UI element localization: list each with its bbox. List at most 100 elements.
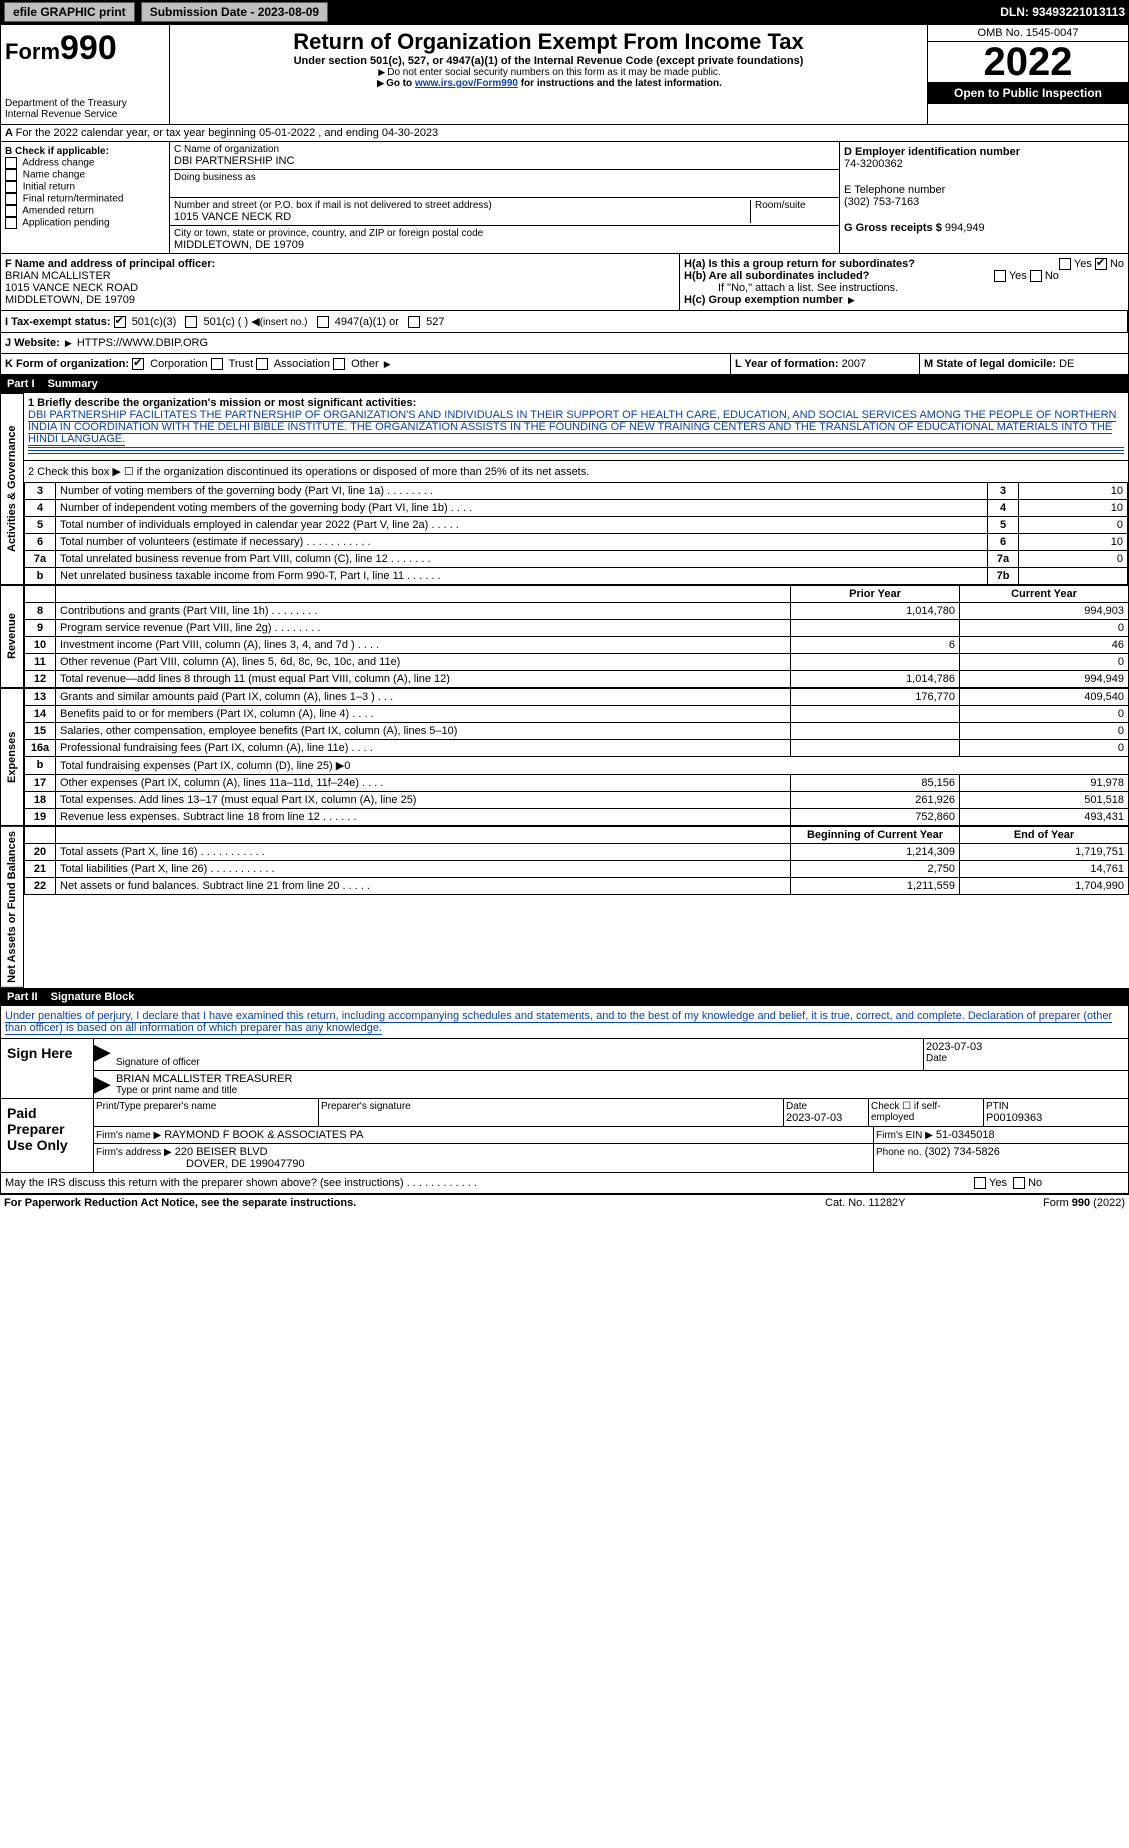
efile-topbar: efile GRAPHIC print Submission Date - 20… [0,0,1129,24]
side-expenses: Expenses [0,688,24,826]
sig-name-label: Type or print name and title [116,1085,1126,1096]
table-row: 20Total assets (Part X, line 16) . . . .… [25,844,1129,861]
box-b-item: Final return/terminated [5,193,165,205]
note-goto-prefix: Go to [386,78,415,89]
501c-checkbox[interactable] [185,316,197,328]
box-f-label: F Name and address of principal officer: [5,258,675,270]
part1-header: Part I Summary [0,375,1129,393]
note-ssn: Do not enter social security numbers on … [387,67,720,78]
submission-date: Submission Date - 2023-08-09 [141,2,328,22]
hb-label: H(b) Are all subordinates included? [684,270,869,282]
ptin: P00109363 [986,1112,1126,1124]
dept-treasury: Department of the Treasury [5,98,165,109]
part2-header: Part II Signature Block [0,988,1129,1006]
irs-link[interactable]: www.irs.gov/Form990 [415,78,518,89]
efile-label: efile GRAPHIC print [4,2,135,22]
4947-checkbox[interactable] [317,316,329,328]
expenses-table: 13Grants and similar amounts paid (Part … [24,688,1129,826]
irs-label: Internal Revenue Service [5,109,165,120]
sig-officer-label: Signature of officer [116,1057,921,1068]
table-row: 14Benefits paid to or for members (Part … [25,706,1129,723]
501c3-checkbox[interactable] [114,316,126,328]
ag-table: 3Number of voting members of the governi… [24,482,1128,585]
discuss-yes[interactable] [974,1177,986,1189]
tax-year: 2022 [928,42,1128,82]
table-row: 17Other expenses (Part IX, column (A), l… [25,775,1129,792]
box-j-label: J Website: [5,337,60,349]
table-row: 12Total revenue—add lines 8 through 11 (… [25,671,1129,688]
side-revenue: Revenue [0,585,24,688]
hb-no-checkbox[interactable] [1030,270,1042,282]
signature-block: Sign Here ▶ Signature of officer 2023-07… [0,1038,1129,1194]
hb-note: If "No," attach a list. See instructions… [684,282,1124,294]
table-row: 4Number of independent voting members of… [25,500,1128,517]
table-row: 15Salaries, other compensation, employee… [25,723,1129,740]
table-row: 13Grants and similar amounts paid (Part … [25,689,1129,706]
prep-date: 2023-07-03 [786,1112,866,1124]
box-b-item: Amended return [5,205,165,217]
officer-street: 1015 VANCE NECK ROAD [5,282,675,294]
table-row: 19Revenue less expenses. Subtract line 1… [25,809,1129,826]
page-footer: For Paperwork Reduction Act Notice, see … [0,1194,1129,1211]
room-label: Room/suite [755,200,835,211]
street-label: Number and street (or P.O. box if mail i… [174,200,750,211]
netassets-table: Beginning of Current YearEnd of Year 20T… [24,826,1129,895]
box-l-label: L Year of formation: [735,358,839,370]
open-inspection: Open to Public Inspection [928,82,1128,104]
side-activities: Activities & Governance [0,393,24,585]
table-row: 8Contributions and grants (Part VIII, li… [25,603,1129,620]
box-b-item: Application pending [5,217,165,229]
table-row: 3Number of voting members of the governi… [25,483,1128,500]
table-row: 5Total number of individuals employed in… [25,517,1128,534]
note-goto-suffix: for instructions and the latest informat… [518,78,722,89]
ha-label: H(a) Is this a group return for subordin… [684,258,915,270]
assoc-checkbox[interactable] [256,358,268,370]
formation-year: 2007 [842,358,866,370]
ein-label: D Employer identification number [844,146,1124,158]
officer-name: BRIAN MCALLISTER [5,270,675,282]
sig-date: 2023-07-03 [926,1041,1126,1053]
corp-checkbox[interactable] [132,358,144,370]
hb-yes-checkbox[interactable] [994,270,1006,282]
table-row: 21Total liabilities (Part X, line 26) . … [25,861,1129,878]
firm-name: RAYMOND F BOOK & ASSOCIATES PA [164,1129,363,1141]
firm-addr2: DOVER, DE 199047790 [96,1158,305,1170]
line2: 2 Check this box ▶ ☐ if the organization… [24,461,1128,482]
ha-yes-checkbox[interactable] [1059,258,1071,270]
table-row: 16aProfessional fundraising fees (Part I… [25,740,1129,757]
firm-ein: 51-0345018 [936,1129,995,1141]
footer-cat: Cat. No. 11282Y [825,1197,975,1209]
line1-label: 1 Briefly describe the organization's mi… [28,397,1124,409]
box-b-item: Name change [5,169,165,181]
box-i-label: I Tax-exempt status: [5,316,111,328]
form-subtitle: Under section 501(c), 527, or 4947(a)(1)… [174,55,923,67]
table-row: 10Investment income (Part VIII, column (… [25,637,1129,654]
website: HTTPS://WWW.DBIP.ORG [77,337,208,349]
form-number: 990 [60,29,117,67]
city: MIDDLETOWN, DE 19709 [174,239,835,251]
ein-value: 74-3200362 [844,158,1124,170]
side-netassets: Net Assets or Fund Balances [0,826,24,988]
paid-preparer: Paid Preparer Use Only [1,1099,94,1172]
street: 1015 VANCE NECK RD [174,211,750,223]
box-b-item: Initial return [5,181,165,193]
527-checkbox[interactable] [408,316,420,328]
ha-no-checkbox[interactable] [1095,258,1107,270]
trust-checkbox[interactable] [211,358,223,370]
form-header: Form990 Department of the Treasury Inter… [0,24,1129,125]
form-title: Return of Organization Exempt From Incom… [174,29,923,55]
discuss-no[interactable] [1013,1177,1025,1189]
box-m-label: M State of legal domicile: [924,358,1056,370]
name-label: C Name of organization [174,144,835,155]
penalty-text: Under penalties of perjury, I declare th… [0,1006,1129,1038]
sign-here: Sign Here [1,1039,94,1098]
tax-year-range: For the 2022 calendar year, or tax year … [16,127,439,139]
table-row: 6Total number of volunteers (estimate if… [25,534,1128,551]
self-employed: Check ☐ if self-employed [869,1099,984,1126]
table-row: 9Program service revenue (Part VIII, lin… [25,620,1129,637]
gross-value: 994,949 [945,222,985,234]
identity-section: B Check if applicable: Address change Na… [0,142,1129,254]
other-checkbox[interactable] [333,358,345,370]
dba-label: Doing business as [174,172,835,183]
table-row: 18Total expenses. Add lines 13–17 (must … [25,792,1129,809]
